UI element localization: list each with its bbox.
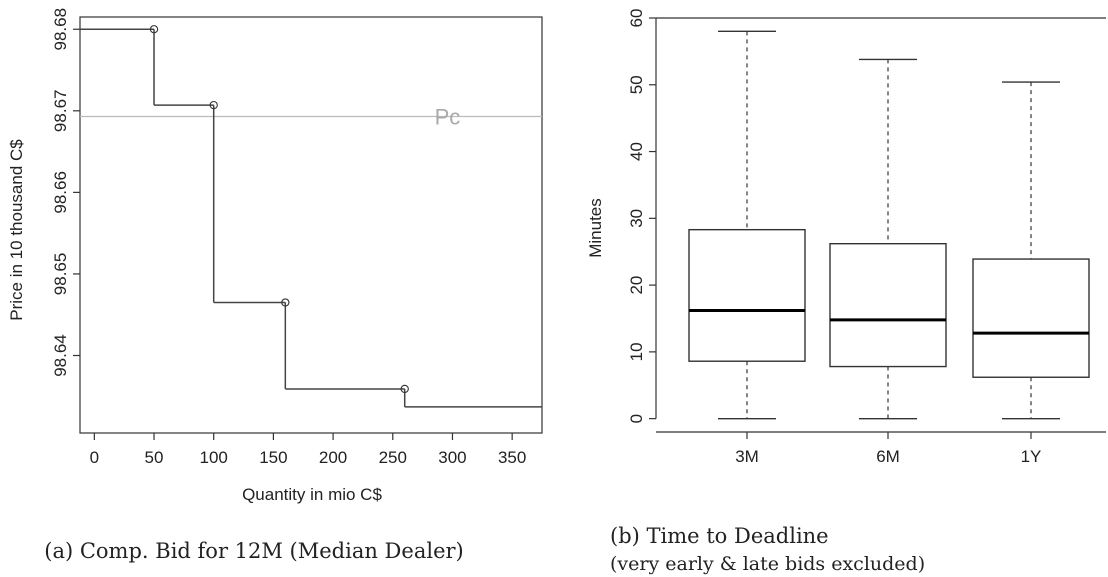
panel-a-caption: (a) Comp. Bid for 12M (Median Dealer)	[44, 539, 463, 563]
box-iqr	[688, 228, 806, 362]
panel-b-caption-line-2: (very early & late bids excluded)	[610, 553, 925, 575]
panel-a-x-axis-title: Quantity in mio C$	[242, 485, 382, 504]
step-point	[400, 384, 409, 394]
y-tick-label: 98.66	[51, 171, 70, 214]
y-tick-label: 98.67	[51, 90, 70, 133]
box-1y	[972, 81, 1090, 420]
x-tick-label: 350	[498, 448, 526, 467]
y-tick-label: 30	[627, 209, 646, 228]
y-tick-label: 98.68	[51, 8, 70, 51]
reference-line-label: Pc	[435, 105, 461, 130]
panel-a-plot-border	[79, 16, 543, 434]
panel-b-y-ticks: 0 10 20 30 40 50 60	[627, 9, 656, 423]
x-tick-label: 0	[90, 448, 99, 467]
x-tick-label: 200	[319, 448, 347, 467]
y-tick-label: 60	[627, 9, 646, 28]
panel-b-caption-line-1: (b) Time to Deadline	[610, 524, 829, 548]
step-point	[149, 25, 159, 34]
y-tick-label: 20	[627, 276, 646, 295]
y-tick-label: 0	[627, 414, 646, 423]
y-tick-label: 98.65	[51, 253, 70, 296]
box-3m	[688, 30, 806, 420]
panel-a-y-ticks: 98.64 98.65 98.66 98.67 98.68	[51, 8, 80, 377]
step-point	[209, 100, 218, 110]
x-tick-label: 50	[145, 448, 164, 467]
step-point	[281, 298, 290, 307]
box-iqr	[829, 242, 947, 368]
x-tick-label: 300	[438, 448, 466, 467]
y-tick-label: 98.64	[51, 334, 70, 377]
x-tick-label: 150	[259, 448, 287, 467]
panel-a-points	[149, 25, 409, 394]
panel-a-reference: Pc	[80, 105, 542, 130]
y-tick-label: 50	[627, 75, 646, 94]
x-tick-label: 6M	[876, 447, 900, 466]
panel-a-step-chart: Pc 0 50 100 150 200 250 300 350 98.64 98.65 98.66…	[7, 8, 543, 563]
panel-b-boxes	[688, 30, 1090, 420]
y-tick-label: 10	[627, 342, 646, 361]
x-tick-label: 250	[379, 448, 407, 467]
panel-a-y-axis-title: Price in 10 thousand C$	[7, 139, 26, 321]
x-tick-label: 3M	[735, 447, 759, 466]
panel-b-box-plot: 0 10 20 30 40 50 60 3M 6M 1Y Minutes (b) Time to…	[586, 9, 1106, 575]
x-tick-label: 1Y	[1021, 447, 1042, 466]
panel-b-x-ticks: 3M 6M 1Y	[735, 432, 1041, 466]
panel-a-plot-frame	[79, 16, 543, 434]
panel-a-x-ticks: 0 50 100 150 200 250 300 350	[90, 433, 526, 467]
box-iqr	[972, 258, 1090, 378]
box-6m	[829, 58, 947, 420]
panel-a-steps	[80, 28, 542, 408]
panel-b-y-axis-title: Minutes	[586, 198, 605, 258]
y-tick-label: 40	[627, 142, 646, 161]
x-tick-label: 100	[200, 448, 228, 467]
